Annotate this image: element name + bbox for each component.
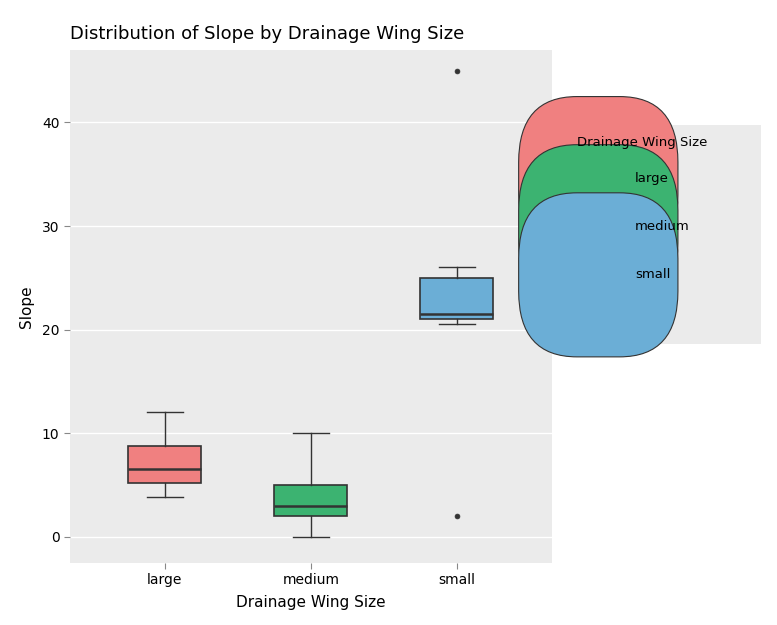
PathPatch shape xyxy=(128,446,201,483)
Y-axis label: Slope: Slope xyxy=(19,285,33,328)
FancyBboxPatch shape xyxy=(519,96,678,261)
Text: large: large xyxy=(636,172,669,185)
PathPatch shape xyxy=(420,278,493,319)
FancyBboxPatch shape xyxy=(519,144,678,309)
FancyBboxPatch shape xyxy=(519,192,678,357)
X-axis label: Drainage Wing Size: Drainage Wing Size xyxy=(236,595,385,610)
PathPatch shape xyxy=(274,485,347,516)
Text: Distribution of Slope by Drainage Wing Size: Distribution of Slope by Drainage Wing S… xyxy=(70,25,464,43)
Text: small: small xyxy=(636,268,671,281)
Text: medium: medium xyxy=(636,220,690,233)
Text: Drainage Wing Size: Drainage Wing Size xyxy=(577,136,707,149)
